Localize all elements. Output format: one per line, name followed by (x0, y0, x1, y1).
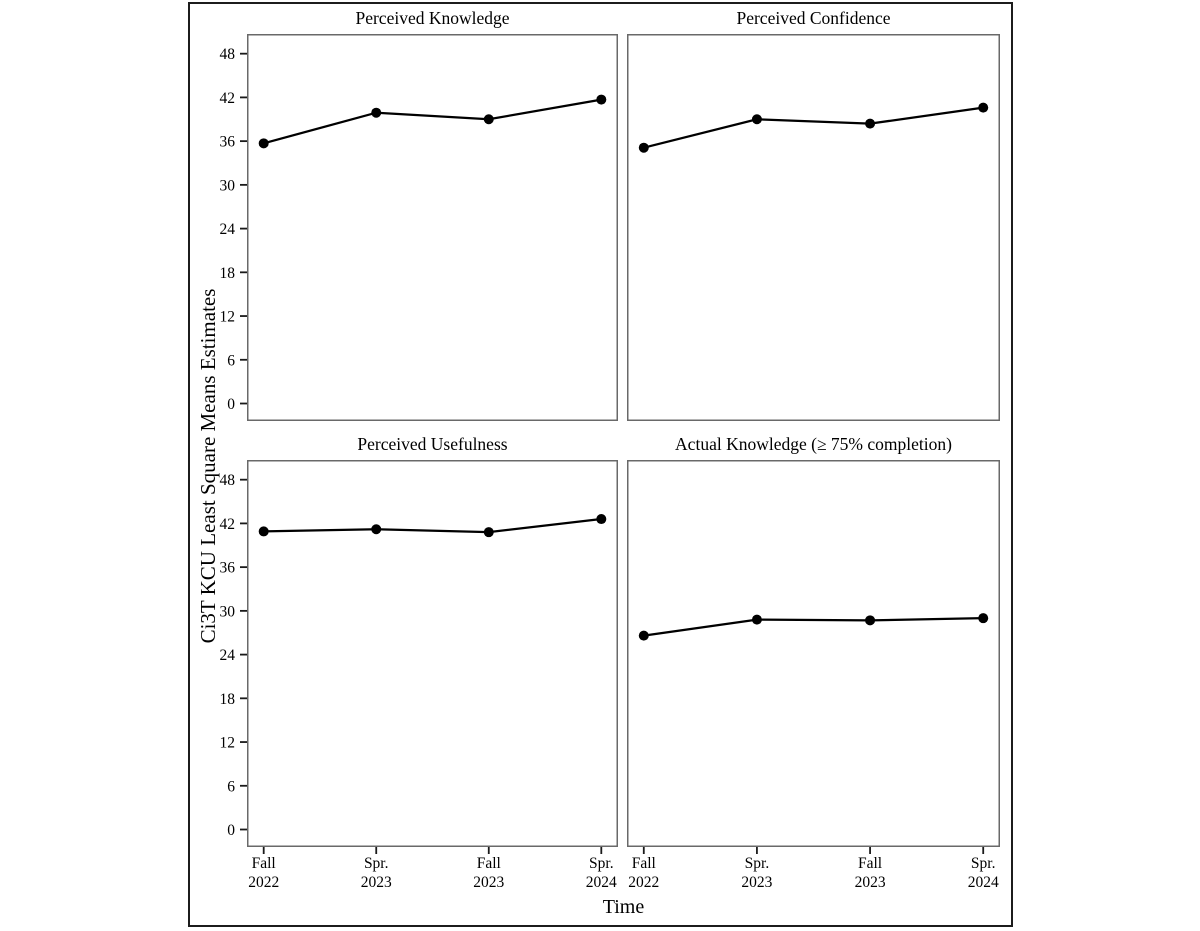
x-tick-label: Spr. 2024 (968, 855, 999, 891)
y-tick-label: 42 (220, 516, 236, 533)
data-point (258, 526, 269, 537)
y-tick-label: 36 (220, 560, 236, 577)
x-tick-label: Fall 2023 (473, 855, 504, 891)
y-tick-label: 0 (227, 822, 235, 839)
y-tick-label: 30 (220, 603, 236, 620)
x-tick-label: Spr. 2023 (361, 855, 392, 891)
series-line (263, 517, 602, 534)
panel-plot: 0 6 12 18 24 30 36 42 48 (220, 34, 618, 421)
data-point (258, 138, 269, 149)
y-tick-label: 42 (220, 90, 236, 107)
y-tick-label: 0 (227, 396, 235, 413)
x-tick-label: Fall 2022 (628, 855, 659, 891)
x-tick-label: Fall 2023 (855, 855, 886, 891)
data-point (978, 613, 989, 624)
data-point (371, 524, 382, 535)
x-tick-label: Spr. 2024 (586, 855, 617, 891)
panel-plot (627, 34, 1000, 421)
y-tick-label: 24 (220, 221, 236, 238)
y-tick-label: 18 (220, 691, 236, 708)
y-tick-label: 30 (220, 177, 236, 194)
panel-border (247, 460, 618, 847)
data-point (751, 614, 762, 625)
y-tick-label: 6 (227, 352, 235, 369)
data-point (638, 630, 649, 641)
panel-perceived-confidence (627, 34, 1000, 421)
y-tick-label: 12 (220, 735, 236, 752)
panel-perceived-knowledge: 0 6 12 18 24 30 36 42 48 (220, 34, 618, 421)
panel-perceived-usefulness: 0 6 12 18 24 30 36 42 48 Fall 2022 Spr. 2023 Fall 2023… (220, 460, 618, 891)
panel-plot: 0 6 12 18 24 30 36 42 48 Fall 2022 Spr. 2023 Fall 2023… (220, 460, 618, 891)
panel-title-perceived-usefulness: Perceived Usefulness (357, 434, 508, 454)
data-point (483, 114, 494, 125)
data-point (865, 118, 876, 129)
data-point (865, 615, 876, 626)
x-tick-label: Spr. 2023 (741, 855, 772, 891)
panel-title-perceived-confidence: Perceived Confidence (736, 8, 891, 28)
panel-border (627, 460, 1000, 847)
data-point (596, 514, 607, 525)
data-point (483, 527, 494, 538)
panel-title-perceived-knowledge: Perceived Knowledge (355, 8, 510, 28)
data-point (371, 107, 382, 118)
panel-title-actual-knowledge: Actual Knowledge (≥ 75% completion) (675, 434, 952, 454)
y-tick-label: 12 (220, 309, 236, 326)
data-point (978, 102, 989, 113)
panel-plot: Fall 2022 Spr. 2023 Fall 2023 Spr. 2024 (627, 460, 1000, 891)
y-tick-label: 36 (220, 134, 236, 151)
panel-actual-knowledge: Fall 2022 Spr. 2023 Fall 2023 Spr. 2024 (627, 460, 1000, 891)
series-line (643, 617, 984, 637)
panel-border (627, 34, 1000, 421)
series-line (643, 106, 984, 149)
y-tick-label: 18 (220, 265, 236, 282)
series-line (263, 98, 602, 145)
y-axis-title: Ci3T KCU Least Square Means Estimates (196, 288, 220, 644)
y-tick-label: 48 (220, 46, 236, 63)
x-axis-title: Time (602, 896, 645, 918)
data-point (596, 94, 607, 105)
y-tick-label: 24 (220, 647, 236, 664)
y-tick-label: 48 (220, 472, 236, 489)
panel-border (247, 34, 618, 421)
y-tick-label: 6 (227, 778, 235, 795)
data-point (751, 114, 762, 125)
x-tick-label: Fall 2022 (248, 855, 279, 891)
data-point (638, 142, 649, 153)
